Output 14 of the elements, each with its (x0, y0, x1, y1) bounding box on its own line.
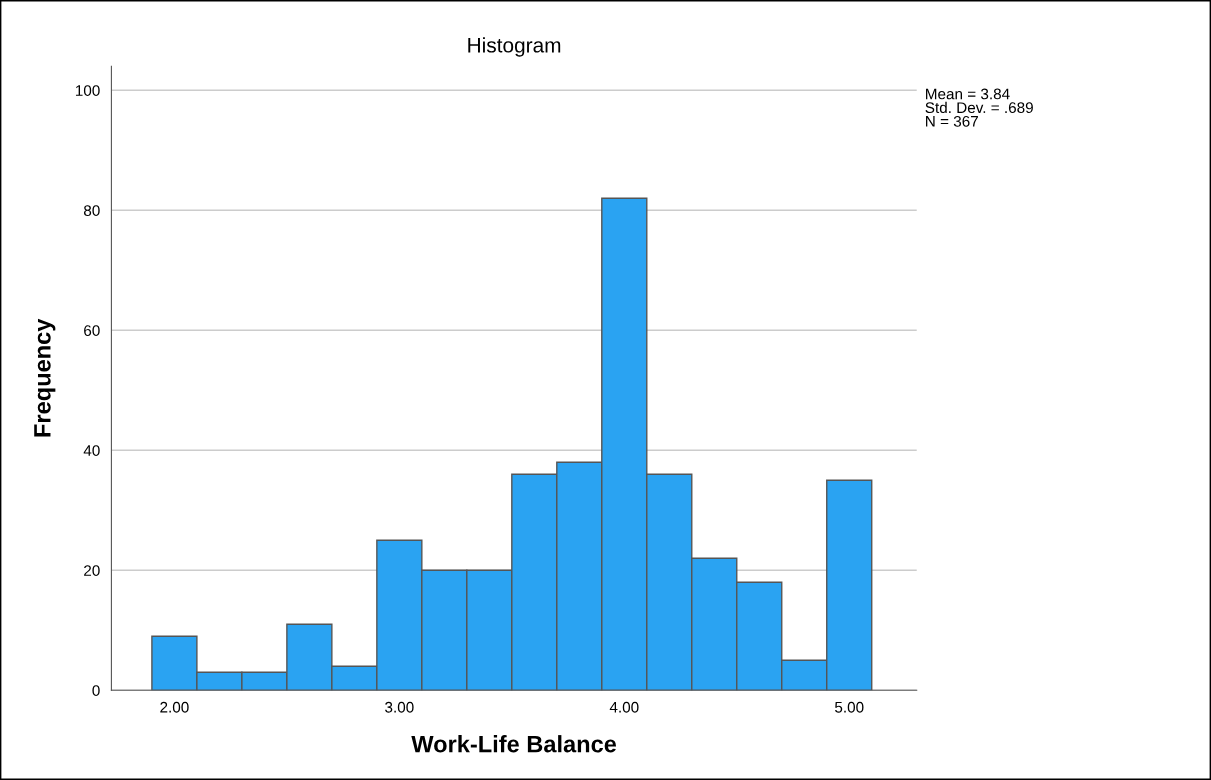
x-tick-label: 5.00 (834, 701, 864, 713)
y-tick-label: 100 (75, 85, 100, 96)
x-tick-label: 4.00 (609, 701, 639, 713)
y-axis-title: Frequency (34, 318, 56, 437)
x-tick-label: 3.00 (385, 701, 414, 713)
y-tick-label: 80 (83, 205, 100, 216)
y-tick-label: 40 (83, 445, 100, 456)
text: Mean = 3.84 Std. Dev. = .689 N = 367 (925, 88, 1033, 127)
x-axis-title: Work-Life Balance (411, 735, 617, 753)
chart-title: Histogram (468, 37, 561, 57)
y-tick-label: 0 (92, 685, 100, 696)
x-tick-label: 2.00 (160, 701, 189, 713)
y-tick-label: 60 (84, 325, 100, 336)
y-tick-label: 20 (84, 565, 100, 576)
